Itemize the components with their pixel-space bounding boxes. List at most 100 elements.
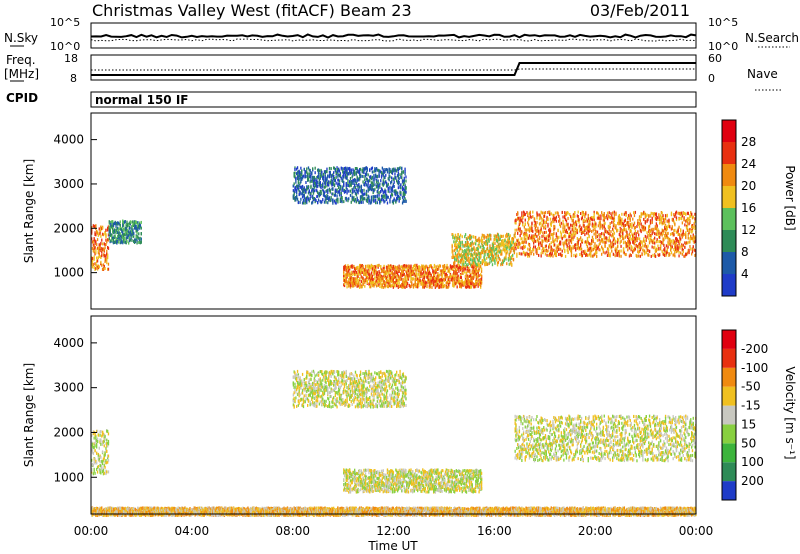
data-cell: [574, 211, 575, 214]
data-cell: [403, 170, 404, 173]
data-cell: [465, 233, 466, 236]
data-cell: [305, 181, 306, 184]
data-cell: [645, 222, 646, 225]
data-cell: [532, 211, 533, 214]
data-cell: [374, 188, 375, 191]
data-cell: [325, 201, 326, 204]
data-cell: [567, 247, 568, 250]
data-cell: [600, 214, 601, 217]
data-cell: [348, 197, 349, 200]
data-cell: [99, 232, 100, 235]
data-cell: [361, 280, 362, 283]
data-cell: [105, 256, 106, 259]
data-cell: [615, 254, 616, 257]
data-cell: [560, 243, 561, 246]
data-cell: [667, 232, 668, 235]
data-cell: [665, 214, 666, 217]
data-cell: [634, 222, 635, 225]
data-cell: [630, 223, 631, 226]
data-cell: [528, 224, 529, 227]
data-cell: [544, 221, 545, 224]
data-cell: [141, 227, 142, 230]
data-cell: [631, 246, 632, 249]
data-cell: [340, 185, 341, 188]
data-cell: [571, 251, 572, 254]
data-cell: [484, 236, 485, 239]
data-cell: [346, 192, 347, 195]
data-cell: [407, 282, 408, 285]
data-cell: [528, 237, 529, 240]
data-cell: [440, 265, 441, 268]
data-cell: [362, 283, 363, 286]
data-cell: [405, 191, 406, 194]
data-cell: [501, 253, 502, 256]
data-cell: [601, 253, 602, 256]
data-cell: [462, 272, 463, 275]
data-cell: [558, 248, 559, 251]
data-cell: [341, 192, 342, 195]
data-cell: [377, 201, 378, 204]
data-cell: [404, 200, 405, 203]
data-cell: [374, 177, 375, 180]
data-cell: [556, 253, 557, 256]
data-cell: [332, 198, 333, 201]
data-cell: [604, 245, 605, 248]
data-cell: [304, 168, 305, 171]
data-cell: [589, 228, 590, 231]
data-cell: [449, 280, 450, 283]
data-cell: [546, 254, 547, 257]
data-cell: [335, 168, 336, 171]
data-cell: [555, 212, 556, 215]
data-cell: [608, 239, 609, 242]
data-cell: [548, 239, 549, 242]
data-cell: [343, 183, 344, 186]
data-cell: [526, 228, 527, 231]
data-cell: [545, 211, 546, 214]
data-cell: [624, 228, 625, 231]
data-cell: [317, 181, 318, 184]
data-cell: [99, 255, 100, 258]
data-cell: [522, 223, 523, 226]
data-cell: [604, 234, 605, 237]
data-cell: [346, 167, 347, 170]
data-cell: [566, 220, 567, 223]
data-cell: [302, 185, 303, 188]
data-cell: [574, 215, 575, 218]
data-cell: [613, 253, 614, 256]
data-cell: [670, 243, 671, 246]
data-cell: [361, 268, 362, 271]
data-cell: [602, 226, 603, 229]
data-cell: [614, 214, 615, 217]
data-cell: [361, 185, 362, 188]
data-cell: [391, 176, 392, 179]
data-cell: [595, 231, 596, 234]
data-cell: [473, 242, 474, 245]
data-cell: [620, 217, 621, 220]
data-cell: [662, 214, 663, 217]
data-cell: [327, 201, 328, 204]
data-cell: [475, 243, 476, 246]
power-panel: [91, 166, 697, 289]
data-cell: [562, 220, 563, 223]
data-cell: [570, 224, 571, 227]
data-cell: [481, 268, 482, 271]
data-cell: [363, 189, 364, 192]
data-cell: [464, 271, 465, 274]
data-cell: [514, 251, 515, 254]
data-cell: [465, 268, 466, 271]
data-cell: [306, 167, 307, 170]
data-cell: [120, 232, 121, 235]
data-cell: [536, 235, 537, 238]
data-cell: [329, 167, 330, 170]
data-cell: [123, 229, 124, 232]
data-cell: [610, 222, 611, 225]
data-cell: [597, 231, 598, 234]
data-cell: [515, 222, 516, 225]
data-cell: [106, 250, 107, 253]
data-cell: [630, 219, 631, 222]
data-cell: [516, 255, 517, 258]
data-cell: [405, 200, 406, 203]
data-cell: [399, 197, 400, 200]
data-cell: [542, 240, 543, 243]
data-cell: [556, 216, 557, 219]
